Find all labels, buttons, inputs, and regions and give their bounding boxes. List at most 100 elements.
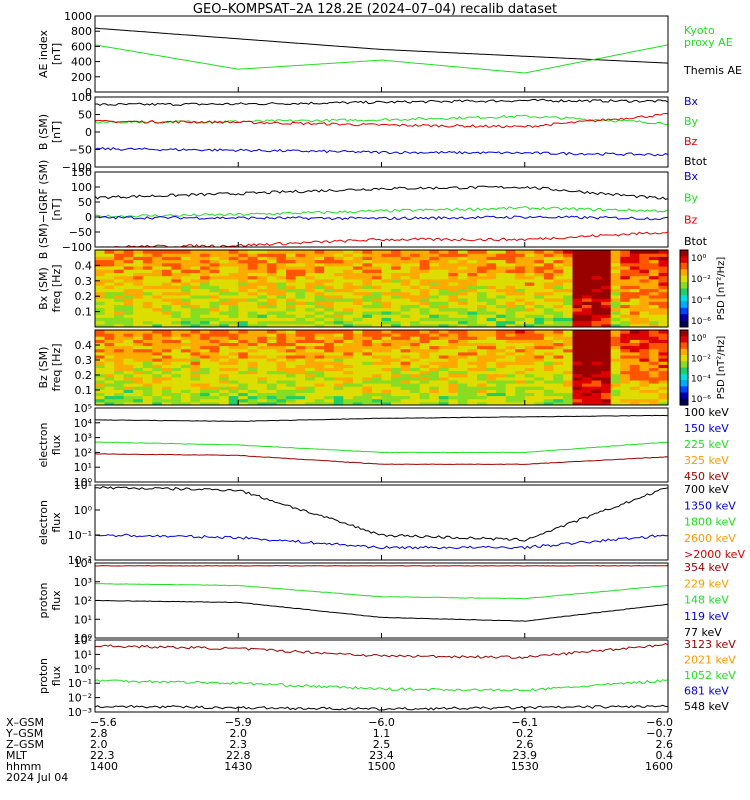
spectrogram-cell — [180, 392, 191, 397]
spectrogram-cell — [95, 320, 106, 325]
spectrogram-cell — [209, 311, 220, 315]
spectrogram-cell — [333, 301, 344, 305]
spectrogram-cell — [266, 355, 277, 359]
spectrogram-cell — [486, 272, 497, 277]
spectrogram-cell — [591, 250, 602, 254]
spectrogram-cell — [477, 253, 488, 257]
spectrogram-cell — [333, 259, 344, 264]
spectrogram-cell — [372, 358, 383, 362]
spectrogram-cell — [190, 336, 201, 340]
spectrogram-cell — [477, 266, 488, 270]
spectrogram-cell — [161, 389, 172, 393]
spectrogram-cell — [133, 275, 144, 280]
spectrogram-cell — [333, 291, 344, 296]
spectrogram-cell — [209, 361, 220, 365]
spectrogram-cell — [372, 376, 383, 381]
spectrogram-cell — [419, 253, 430, 257]
spectrogram-cell — [286, 389, 297, 393]
spectrogram-cell — [343, 272, 354, 277]
spectrogram-cell — [582, 339, 593, 343]
spectrogram-cell — [400, 320, 411, 325]
spectrogram-cell — [295, 311, 306, 315]
spectrogram-cell — [438, 275, 449, 280]
spectrogram-cell — [381, 301, 392, 305]
spectrogram-cell — [372, 392, 383, 397]
spectrogram-cell — [515, 398, 526, 403]
spectrogram-cell — [180, 367, 191, 372]
spectrogram-cell — [438, 386, 449, 390]
spectrogram-cell — [247, 262, 258, 267]
spectrogram-cell — [515, 392, 526, 397]
spectrogram-cell — [247, 364, 258, 368]
spectrogram-cell — [343, 304, 354, 309]
spectrogram-cell — [486, 380, 497, 384]
spectrogram-cell — [200, 275, 211, 280]
legend-entry: 150 keV — [684, 422, 729, 435]
spectrogram-cell — [362, 386, 373, 390]
spectrogram-cell — [114, 373, 125, 378]
spectrogram-cell — [295, 320, 306, 325]
spectrogram-cell — [381, 339, 392, 343]
spectrogram-cell — [305, 285, 316, 289]
spectrogram-cell — [400, 314, 411, 318]
spectrogram-cell — [381, 262, 392, 267]
spectrogram-cell — [496, 259, 507, 264]
spectrogram-cell — [429, 398, 440, 403]
spectrogram-cell — [429, 272, 440, 277]
legend-entry: 325 keV — [684, 454, 729, 467]
spectrogram-cell — [563, 358, 574, 362]
spectrogram-cell — [209, 383, 220, 387]
spectrogram-cell — [524, 373, 535, 378]
spectrogram-cell — [553, 355, 564, 359]
spectrogram-cell — [276, 339, 287, 343]
spectrogram-cell — [610, 333, 621, 337]
spectrogram-cell — [190, 364, 201, 368]
spectrogram-cell — [305, 370, 316, 375]
spectrogram-cell — [505, 376, 516, 381]
spectrogram-cell — [266, 364, 277, 368]
spectrogram-cell — [524, 380, 535, 384]
spectrogram-cell — [601, 250, 612, 254]
spectrogram-cell — [266, 301, 277, 305]
legend-entry: By — [684, 115, 699, 128]
spectrogram-cell — [257, 301, 268, 305]
spectrogram-cell — [601, 386, 612, 390]
spectrogram-cell — [457, 398, 468, 403]
spectrogram-cell — [200, 333, 211, 337]
spectrogram-cell — [324, 278, 335, 283]
spectrogram-cell — [448, 285, 459, 289]
spectrogram-cell — [448, 259, 459, 264]
spectrogram-cell — [295, 376, 306, 381]
spectrogram-cell — [601, 336, 612, 340]
spectrogram-cell — [400, 401, 411, 406]
spectrogram-cell — [333, 361, 344, 365]
spectrogram-cell — [333, 367, 344, 372]
spectrogram-cell — [601, 272, 612, 277]
spectrogram-cell — [104, 383, 115, 387]
spectrogram-cell — [496, 333, 507, 337]
spectrogram-cell — [238, 323, 249, 328]
spectrogram-cell — [400, 348, 411, 353]
spectrogram-cell — [648, 307, 659, 312]
spectrogram-cell — [123, 386, 134, 390]
spectrogram-cell — [543, 262, 554, 267]
spectrogram-cell — [324, 376, 335, 381]
spectrogram-cell — [524, 358, 535, 362]
spectrogram-cell — [591, 361, 602, 365]
spectrogram-cell — [457, 256, 468, 261]
spectrogram-cell — [209, 342, 220, 347]
spectrogram-cell — [553, 358, 564, 362]
spectrogram-cell — [658, 395, 669, 400]
spectrogram-cell — [477, 383, 488, 387]
spectrogram-cell — [486, 320, 497, 325]
spectrogram-cell — [601, 398, 612, 403]
spectrogram-cell — [190, 275, 201, 280]
spectrogram-cell — [381, 351, 392, 356]
spectrogram-cell — [305, 259, 316, 264]
spectrogram-cell — [247, 339, 258, 343]
spectrogram-cell — [161, 291, 172, 296]
spectrogram-cell — [572, 275, 583, 280]
spectrogram-cell — [352, 301, 363, 305]
spectrogram-cell — [266, 262, 277, 267]
